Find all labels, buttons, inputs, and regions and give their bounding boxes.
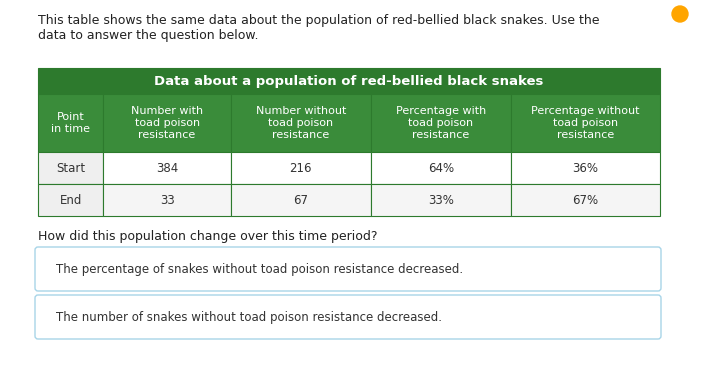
Bar bbox=[231, 94, 371, 152]
Bar bbox=[231, 184, 371, 216]
Text: Percentage without
toad poison
resistance: Percentage without toad poison resistanc… bbox=[531, 106, 639, 141]
Circle shape bbox=[672, 6, 688, 22]
Bar bbox=[510, 94, 660, 152]
Text: 384: 384 bbox=[156, 162, 178, 174]
Bar bbox=[38, 184, 104, 216]
Text: 67: 67 bbox=[293, 194, 308, 207]
Text: Number with
toad poison
resistance: Number with toad poison resistance bbox=[131, 106, 203, 141]
Text: 33: 33 bbox=[160, 194, 174, 207]
FancyBboxPatch shape bbox=[35, 295, 661, 339]
Bar bbox=[104, 94, 231, 152]
Bar bbox=[38, 68, 660, 94]
Text: Point
in time: Point in time bbox=[51, 112, 90, 134]
Bar bbox=[38, 94, 104, 152]
Text: End: End bbox=[59, 194, 82, 207]
Bar bbox=[510, 184, 660, 216]
Bar bbox=[38, 152, 104, 184]
Bar bbox=[510, 152, 660, 184]
Text: Percentage with
toad poison
resistance: Percentage with toad poison resistance bbox=[396, 106, 486, 141]
Text: 33%: 33% bbox=[428, 194, 454, 207]
Bar bbox=[104, 152, 231, 184]
Text: 216: 216 bbox=[290, 162, 312, 174]
Bar bbox=[104, 184, 231, 216]
Text: How did this population change over this time period?: How did this population change over this… bbox=[38, 230, 377, 243]
Text: 64%: 64% bbox=[428, 162, 454, 174]
Text: 36%: 36% bbox=[572, 162, 599, 174]
Bar bbox=[371, 152, 510, 184]
Text: Data about a population of red-bellied black snakes: Data about a population of red-bellied b… bbox=[154, 75, 544, 88]
Text: The number of snakes without toad poison resistance decreased.: The number of snakes without toad poison… bbox=[56, 311, 442, 323]
Text: The percentage of snakes without toad poison resistance decreased.: The percentage of snakes without toad po… bbox=[56, 263, 463, 275]
Bar bbox=[231, 152, 371, 184]
Bar bbox=[371, 94, 510, 152]
Text: This table shows the same data about the population of red-bellied black snakes.: This table shows the same data about the… bbox=[38, 14, 599, 42]
Text: Start: Start bbox=[56, 162, 85, 174]
FancyBboxPatch shape bbox=[35, 247, 661, 291]
Text: Number without
toad poison
resistance: Number without toad poison resistance bbox=[256, 106, 346, 141]
Bar bbox=[371, 184, 510, 216]
Text: 67%: 67% bbox=[572, 194, 599, 207]
